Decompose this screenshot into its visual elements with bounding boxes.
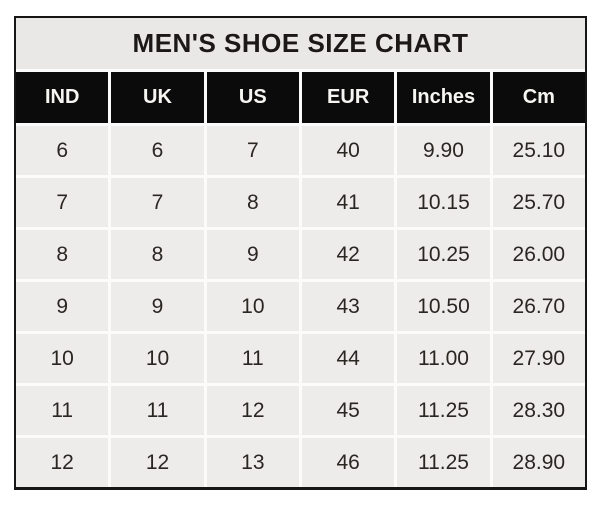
table-cell-row0-col4: 9.90 bbox=[397, 126, 490, 175]
table-cell-row2-col3: 42 bbox=[302, 230, 395, 279]
table-cell-row0-col2: 7 bbox=[206, 126, 299, 175]
table-cell-row3-col4: 10.50 bbox=[397, 282, 490, 331]
table-cell-row2-col5: 26.00 bbox=[492, 230, 585, 279]
table-cell-row4-col0: 10 bbox=[16, 334, 109, 383]
table-cell-row6-col3: 46 bbox=[302, 438, 395, 487]
table-cell-row4-col1: 10 bbox=[111, 334, 204, 383]
table-cell-row0-col1: 6 bbox=[111, 126, 204, 175]
table-cell-row5-col2: 12 bbox=[206, 386, 299, 435]
table-cell-row4-col5: 27.90 bbox=[492, 334, 585, 383]
table-cell-row5-col5: 28.30 bbox=[492, 386, 585, 435]
table-cell-row4-col3: 44 bbox=[302, 334, 395, 383]
table-cell-row2-col4: 10.25 bbox=[397, 230, 490, 279]
table-cell-row6-col0: 12 bbox=[16, 438, 109, 487]
table-cell-row3-col0: 9 bbox=[16, 282, 109, 331]
table-cell-row1-col0: 7 bbox=[16, 178, 109, 227]
table-cell-row1-col5: 25.70 bbox=[492, 178, 585, 227]
table-cell-row2-col1: 8 bbox=[111, 230, 204, 279]
table-cell-row5-col3: 45 bbox=[302, 386, 395, 435]
column-header-uk: UK bbox=[111, 72, 204, 123]
column-header-inches: Inches bbox=[397, 72, 490, 123]
table-cell-row3-col1: 9 bbox=[111, 282, 204, 331]
table-cell-row5-col0: 11 bbox=[16, 386, 109, 435]
table-cell-row0-col5: 25.10 bbox=[492, 126, 585, 175]
table-cell-row6-col5: 28.90 bbox=[492, 438, 585, 487]
table-cell-row1-col1: 7 bbox=[111, 178, 204, 227]
table-cell-row6-col1: 12 bbox=[111, 438, 204, 487]
table-cell-row2-col0: 8 bbox=[16, 230, 109, 279]
column-header-eur: EUR bbox=[302, 72, 395, 123]
table-cell-row0-col3: 40 bbox=[302, 126, 395, 175]
column-header-ind: IND bbox=[16, 72, 109, 123]
chart-title: MEN'S SHOE SIZE CHART bbox=[16, 18, 585, 69]
table-cell-row3-col5: 26.70 bbox=[492, 282, 585, 331]
table-cell-row2-col2: 9 bbox=[206, 230, 299, 279]
table-cell-row5-col4: 11.25 bbox=[397, 386, 490, 435]
shoe-size-chart-table: MEN'S SHOE SIZE CHART IND UK US EUR Inches Cm… bbox=[14, 16, 587, 490]
table-cell-row0-col0: 6 bbox=[16, 126, 109, 175]
table-cell-row4-col4: 11.00 bbox=[397, 334, 490, 383]
table-cell-row1-col3: 41 bbox=[302, 178, 395, 227]
table-cell-row6-col2: 13 bbox=[206, 438, 299, 487]
table-cell-row5-col1: 11 bbox=[111, 386, 204, 435]
table-cell-row4-col2: 11 bbox=[206, 334, 299, 383]
column-header-us: US bbox=[206, 72, 299, 123]
table-cell-row3-col2: 10 bbox=[206, 282, 299, 331]
table-cell-row3-col3: 43 bbox=[302, 282, 395, 331]
table-cell-row1-col2: 8 bbox=[206, 178, 299, 227]
table-cell-row6-col4: 11.25 bbox=[397, 438, 490, 487]
column-header-cm: Cm bbox=[492, 72, 585, 123]
table-cell-row1-col4: 10.15 bbox=[397, 178, 490, 227]
